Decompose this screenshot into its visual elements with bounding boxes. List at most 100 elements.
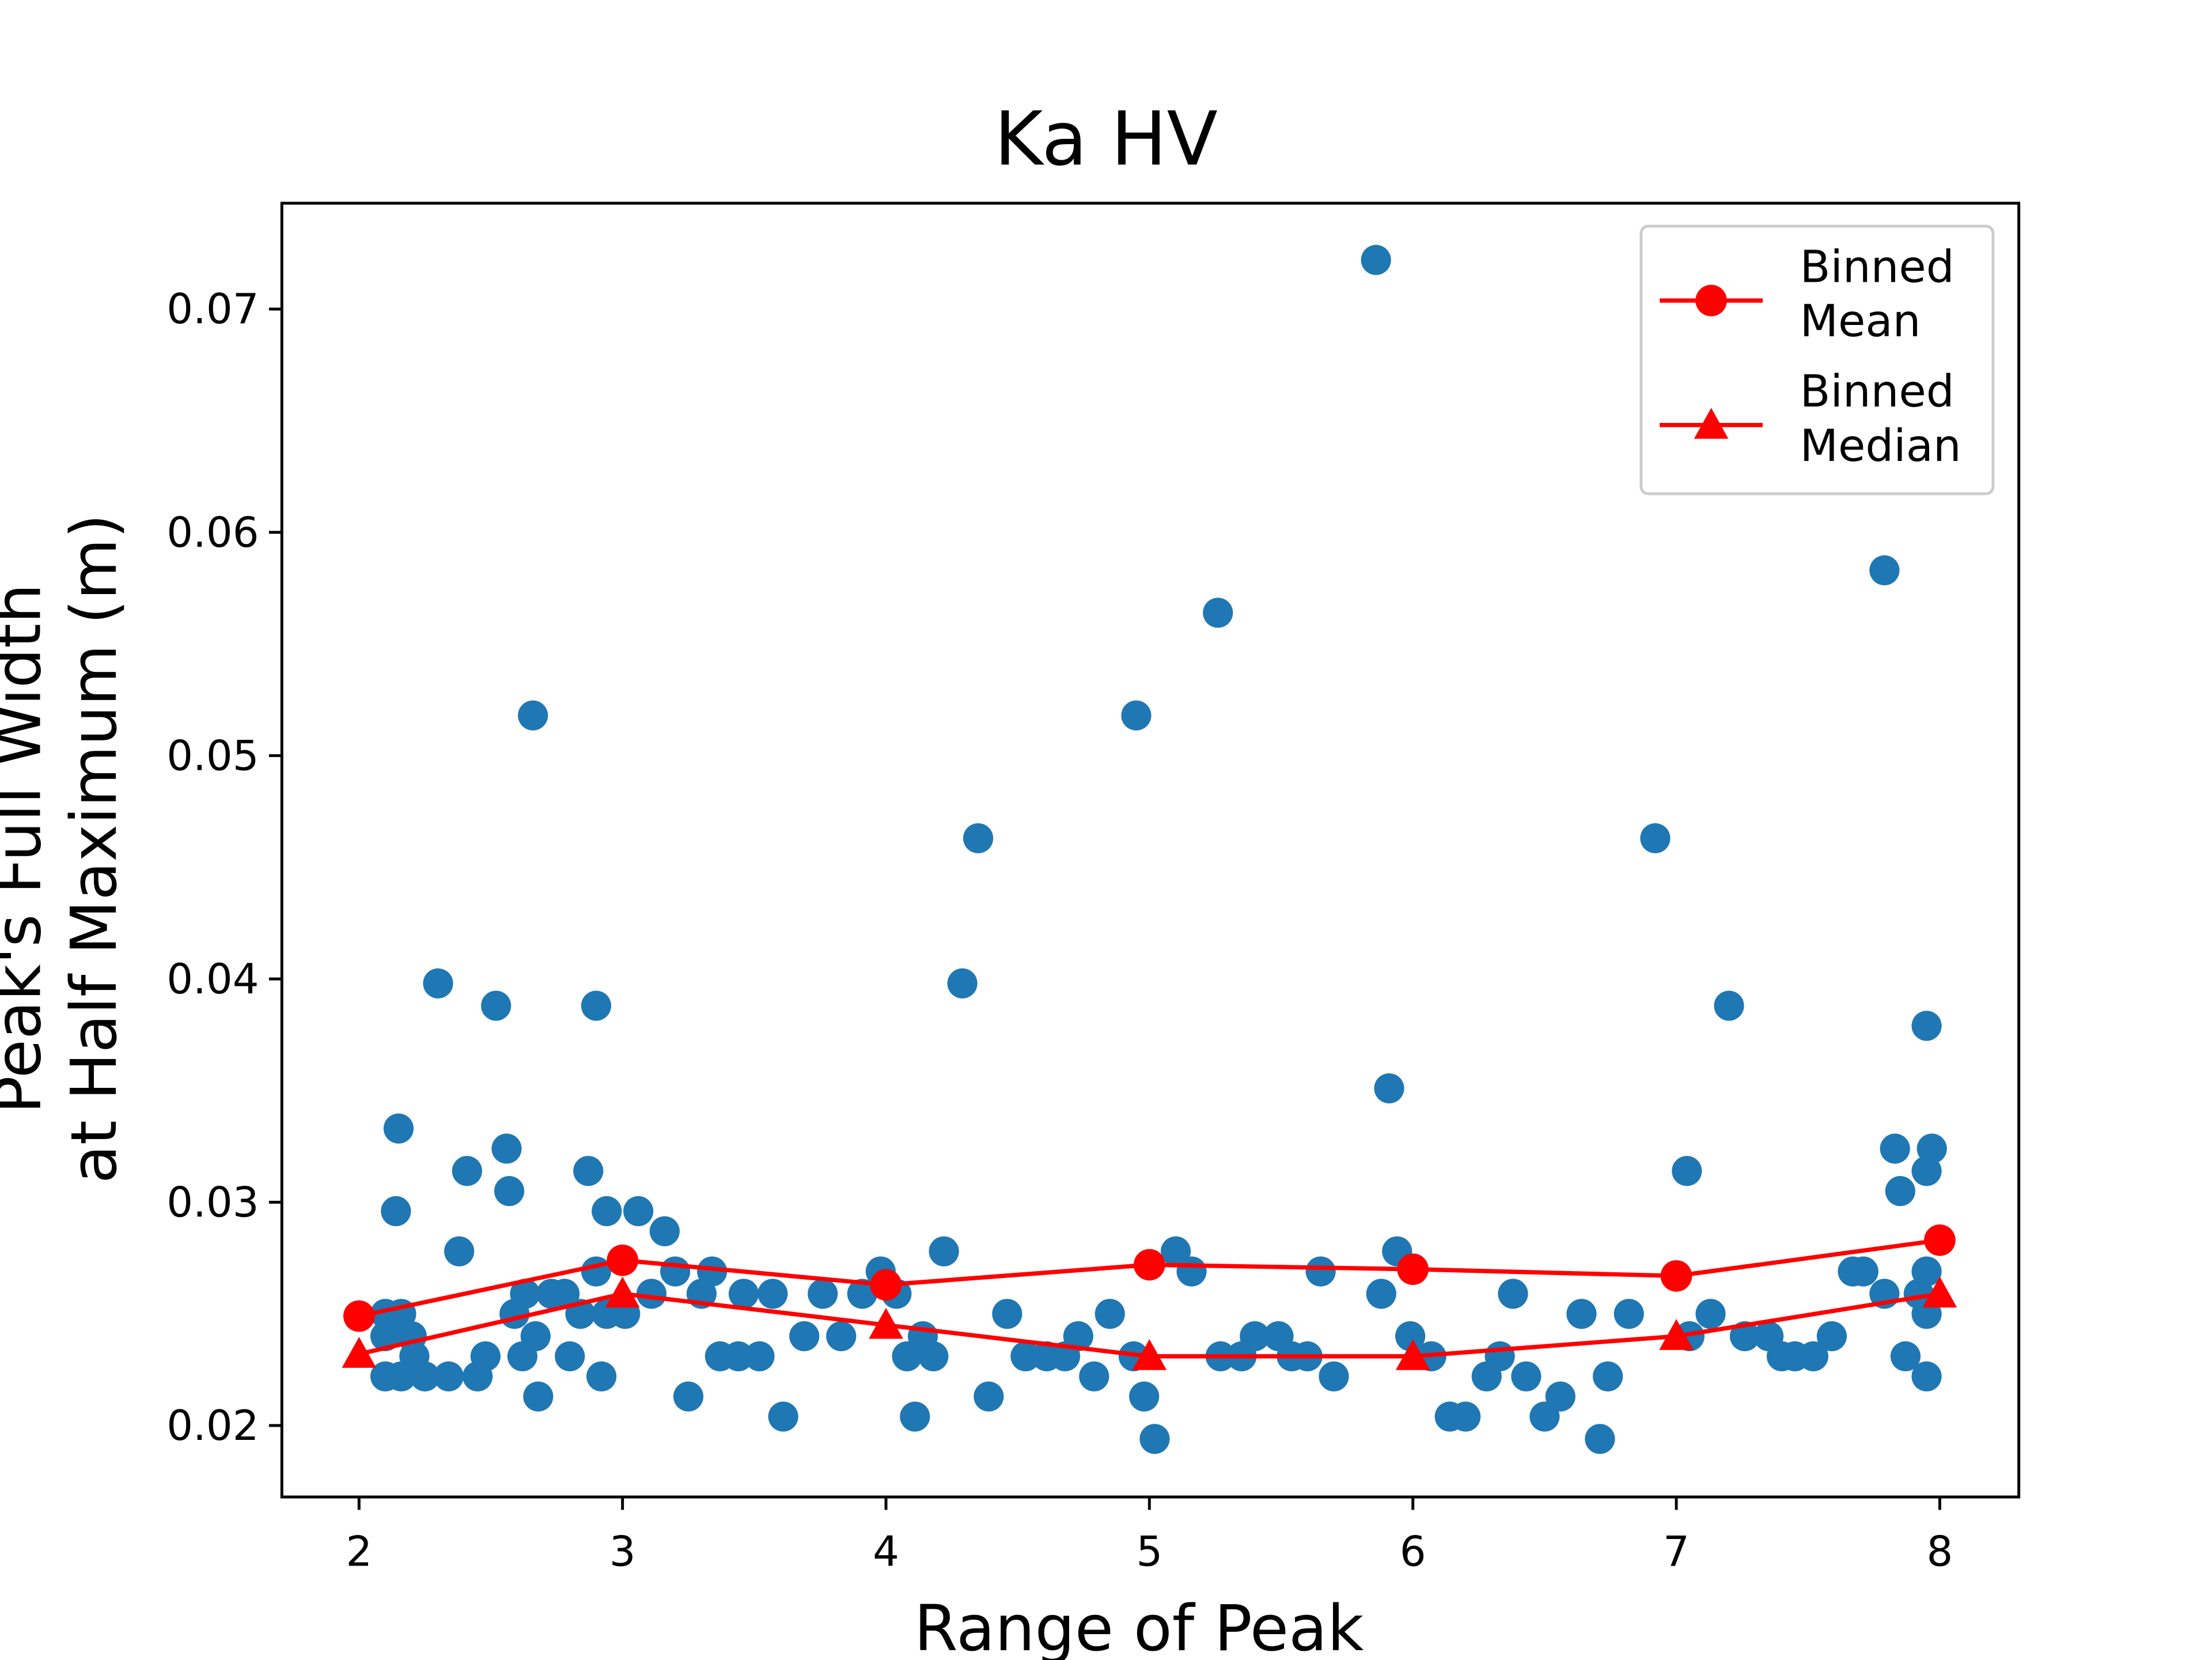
marker: [607, 1244, 638, 1276]
legend-label: Binned Mean: [1800, 241, 1955, 348]
scatter-point: [383, 1113, 414, 1144]
scatter-point: [573, 1156, 604, 1186]
scatter-point: [649, 1216, 680, 1246]
scatter-point: [444, 1236, 475, 1266]
scatter-point: [1911, 1361, 1942, 1391]
marker: [1922, 1276, 1957, 1308]
scatter-point: [1511, 1361, 1541, 1391]
x-tick-label: 6: [1400, 1527, 1426, 1575]
scatter-point: [1613, 1299, 1644, 1329]
y-tick-label: 0.05: [166, 731, 259, 780]
marker: [343, 1300, 375, 1332]
scatter-point: [892, 1341, 922, 1371]
x-tick-label: 2: [346, 1527, 372, 1575]
legend-label: Binned Median: [1800, 366, 1961, 472]
scatter-point: [1161, 1236, 1191, 1266]
scatter-point: [1471, 1361, 1502, 1391]
x-tick-label: 5: [1136, 1527, 1162, 1575]
y-tick-label: 0.03: [166, 1178, 259, 1226]
scatter-point: [826, 1321, 857, 1352]
scatter-point: [370, 1321, 401, 1352]
scatter-point: [963, 823, 994, 853]
scatter-point: [1585, 1424, 1615, 1454]
scatter-point: [1374, 1073, 1404, 1103]
scatter-point: [847, 1279, 877, 1309]
scatter-point: [789, 1321, 820, 1352]
scatter-point: [660, 1256, 691, 1287]
marker: [1395, 1339, 1430, 1370]
scatter-point: [1672, 1156, 1702, 1186]
marker: [1659, 1319, 1694, 1350]
scatter-point: [1885, 1176, 1915, 1207]
scatter-point: [499, 1299, 530, 1329]
scatter-point: [491, 1133, 522, 1164]
marker: [869, 1307, 903, 1339]
marker: [1660, 1260, 1692, 1292]
scatter-point: [1695, 1299, 1726, 1329]
y-tick-label: 0.02: [166, 1401, 259, 1450]
x-tick-label: 4: [873, 1527, 899, 1575]
scatter-point: [1880, 1133, 1910, 1164]
scatter-point: [929, 1236, 959, 1266]
scatter-point: [636, 1279, 667, 1309]
scatter-point: [1566, 1299, 1597, 1329]
marker: [1134, 1249, 1165, 1281]
scatter-point: [1450, 1401, 1481, 1432]
scatter-point: [1203, 598, 1233, 628]
scatter-point: [433, 1361, 464, 1391]
y-axis-label: Peak's Full Width at Half Maximum (m): [0, 513, 132, 1184]
scatter-point: [1366, 1279, 1396, 1309]
scatter-point: [386, 1361, 416, 1391]
scatter-point: [1911, 1156, 1942, 1186]
marker: [1924, 1224, 1956, 1256]
x-tick-label: 7: [1663, 1527, 1690, 1575]
y-tick-label: 0.04: [166, 955, 259, 1003]
scatter-point: [1890, 1341, 1921, 1371]
scatter-point: [1798, 1341, 1828, 1371]
marker: [342, 1337, 377, 1368]
scatter-point: [723, 1341, 753, 1371]
scatter-point: [1010, 1341, 1041, 1371]
scatter-point: [1545, 1381, 1575, 1412]
scatter-point: [423, 968, 453, 999]
scatter-point: [1848, 1256, 1878, 1287]
scatter-point: [581, 990, 612, 1021]
scatter-point: [523, 1381, 554, 1412]
scatter-point: [581, 1256, 612, 1287]
scatter-point: [518, 700, 548, 731]
scatter-point: [1714, 990, 1744, 1021]
scatter-point: [697, 1256, 728, 1287]
scatter-point: [1729, 1321, 1760, 1352]
marker: [1694, 407, 1729, 439]
marker: [605, 1276, 640, 1308]
scatter-point: [410, 1361, 440, 1391]
scatter-point: [481, 990, 512, 1021]
scatter-point: [992, 1299, 1022, 1329]
y-tick-label: 0.06: [166, 508, 259, 557]
scatter-point: [1869, 555, 1900, 585]
marker: [870, 1269, 902, 1301]
scatter-point: [1079, 1361, 1109, 1391]
y-tick-label: 0.07: [166, 285, 259, 333]
scatter-point: [507, 1341, 537, 1371]
scatter-point: [494, 1176, 525, 1207]
scatter-point: [1395, 1321, 1426, 1352]
scatter-point: [744, 1341, 775, 1371]
x-tick-label: 3: [609, 1527, 636, 1575]
scatter-point: [1816, 1321, 1847, 1352]
scatter-point: [1176, 1256, 1207, 1287]
scatter-point: [900, 1401, 930, 1432]
scatter-point: [728, 1279, 759, 1309]
scatter-point: [1305, 1256, 1336, 1287]
scatter-point: [947, 968, 978, 999]
x-tick-label: 8: [1927, 1527, 1953, 1575]
scatter-point: [1319, 1361, 1349, 1391]
scatter-point: [623, 1196, 654, 1227]
scatter-point: [673, 1381, 704, 1412]
scatter-point: [592, 1196, 622, 1227]
marker: [1132, 1339, 1167, 1370]
scatter-point: [918, 1341, 949, 1371]
scatter-point: [1139, 1424, 1170, 1454]
